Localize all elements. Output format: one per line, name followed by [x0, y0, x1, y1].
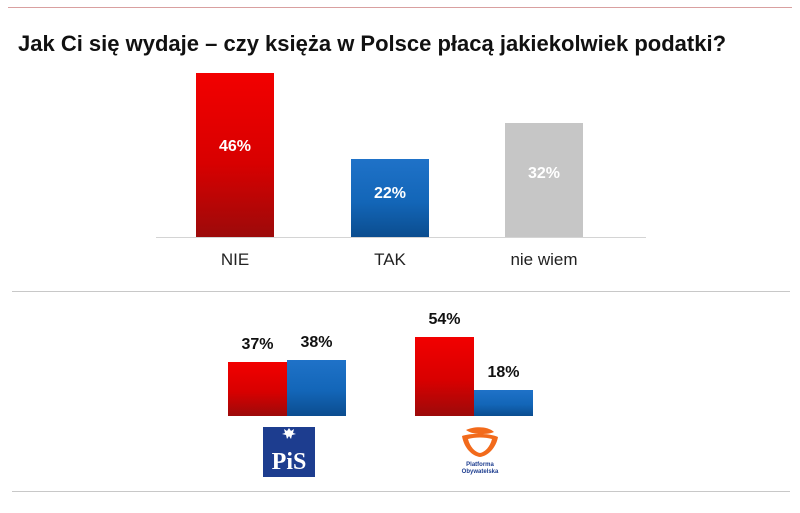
pis-logo-graphic: PiS	[263, 427, 315, 477]
bar-po-tak	[474, 389, 533, 416]
bar-po-nie	[415, 337, 474, 416]
bar-tak	[351, 158, 429, 237]
data-label-pis-nie: 37%	[241, 335, 274, 353]
data-label-pis-tak: 38%	[300, 334, 333, 352]
po-logo-text: Platforma Obywatelska	[440, 462, 520, 476]
bar-nie-wiem	[505, 122, 583, 237]
main-chart-baseline	[156, 237, 646, 238]
chart-title: Jak Ci się wydaje – czy księża w Polsce …	[18, 31, 727, 56]
data-label-nie: 46%	[218, 137, 252, 155]
data-label-po-nie: 54%	[428, 311, 461, 328]
svg-text:PiS: PiS	[272, 449, 307, 475]
data-label-po-tak: 18%	[487, 363, 520, 381]
section-divider	[12, 291, 790, 292]
pis-logo: PiS	[263, 427, 315, 477]
bar-pis-nie	[228, 361, 287, 416]
po-logo: Platforma Obywatelska	[440, 424, 520, 484]
bottom-divider	[12, 491, 790, 492]
category-label-nie-wiem: nie wiem	[510, 250, 578, 269]
bar-pis-tak	[287, 360, 346, 416]
po-logo-text-line-2: Obywatelska	[461, 469, 499, 475]
po-logo-graphic	[462, 427, 498, 457]
top-rule	[8, 7, 792, 8]
category-label-nie: NIE	[220, 250, 250, 269]
data-label-tak: 22%	[373, 184, 407, 202]
data-label-nie-wiem: 32%	[527, 165, 561, 183]
category-label-tak: TAK	[374, 250, 406, 269]
po-logo-text-line-1: Platforma	[466, 462, 494, 468]
bar-nie	[196, 73, 274, 237]
